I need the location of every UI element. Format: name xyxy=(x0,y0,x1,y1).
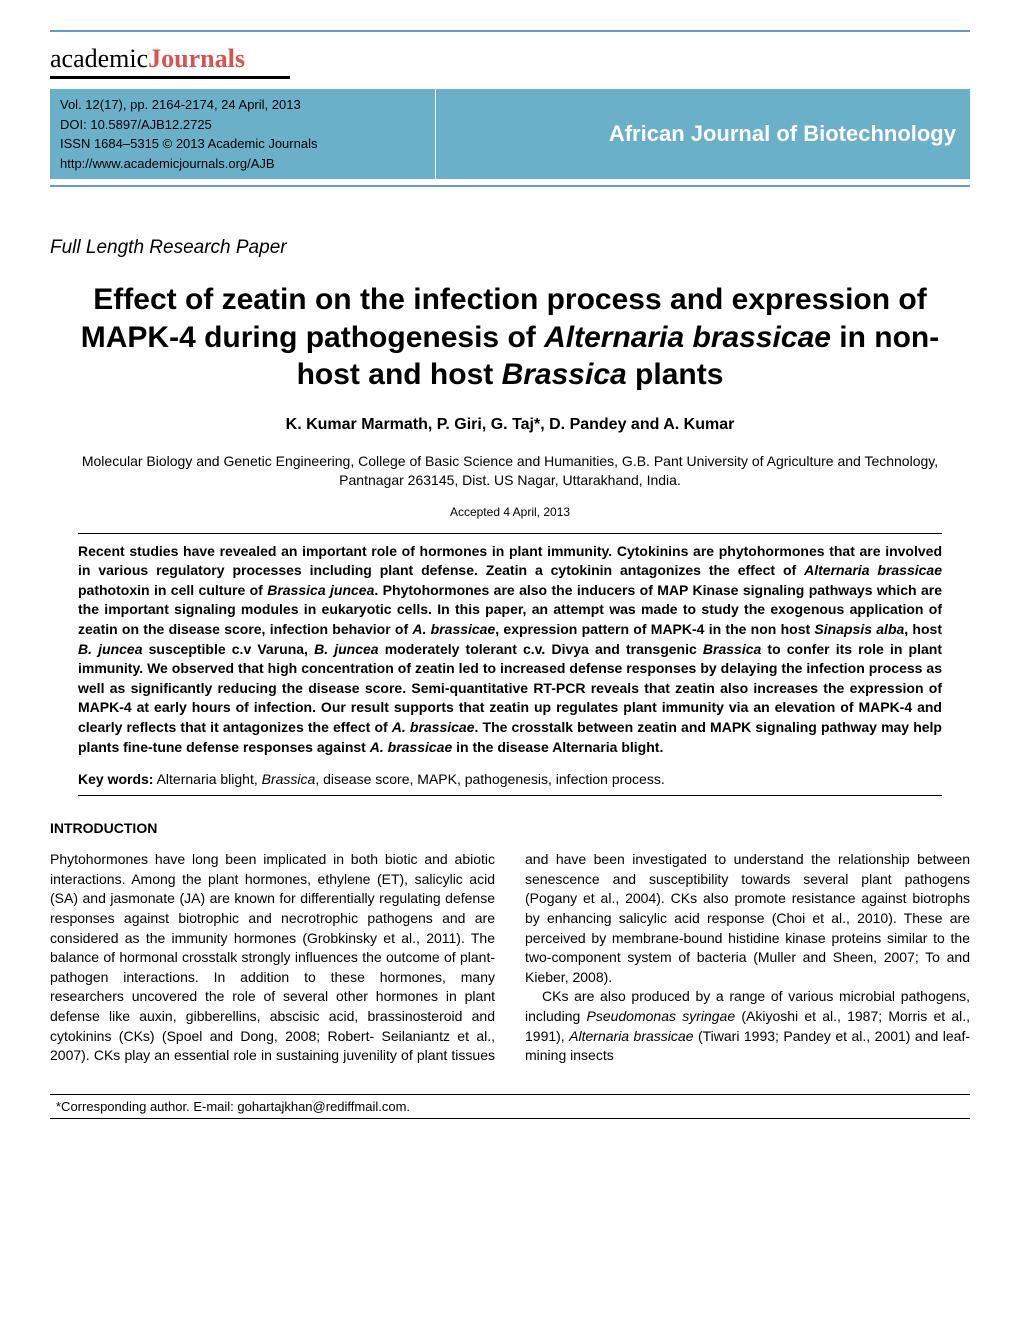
abstract-rule-top xyxy=(78,533,942,534)
paper-title: Effect of zeatin on the infection proces… xyxy=(50,281,970,394)
corresponding-author-footer: *Corresponding author. E-mail: gohartajk… xyxy=(50,1094,970,1119)
abstract-rule-bottom xyxy=(78,795,942,796)
issn-line: ISSN 1684–5315 © 2013 Academic Journals xyxy=(60,134,425,154)
top-rule xyxy=(50,30,970,32)
logo-part1: academic xyxy=(50,44,148,73)
header-bottom-rule xyxy=(50,185,970,187)
introduction-text: Phytohormones have long been implicated … xyxy=(50,850,970,1066)
introduction-heading: INTRODUCTION xyxy=(50,820,970,836)
volume-line: Vol. 12(17), pp. 2164-2174, 24 April, 20… xyxy=(60,95,425,115)
affiliation: Molecular Biology and Genetic Engineerin… xyxy=(50,452,970,491)
header-meta: Vol. 12(17), pp. 2164-2174, 24 April, 20… xyxy=(50,89,436,179)
keywords-text: Alternaria blight, Brassica, disease sco… xyxy=(153,771,664,787)
header-bar: Vol. 12(17), pp. 2164-2174, 24 April, 20… xyxy=(50,89,970,179)
paper-type: Full Length Research Paper xyxy=(50,237,970,259)
accepted-date: Accepted 4 April, 2013 xyxy=(50,505,970,519)
abstract-block: Recent studies have revealed an importan… xyxy=(50,533,970,797)
doi-line: DOI: 10.5897/AJB12.2725 xyxy=(60,115,425,135)
abstract-text: Recent studies have revealed an importan… xyxy=(78,542,942,758)
authors: K. Kumar Marmath, P. Giri, G. Taj*, D. P… xyxy=(50,416,970,434)
introduction-body: Phytohormones have long been implicated … xyxy=(50,850,970,1066)
publisher-logo: academicJournals xyxy=(50,44,970,79)
journal-name: African Journal of Biotechnology xyxy=(436,89,970,179)
keywords-label: Key words: xyxy=(78,771,153,787)
url-line: http://www.academicjournals.org/AJB xyxy=(60,154,425,174)
logo-part2: Journals xyxy=(148,44,245,73)
logo-underline xyxy=(50,76,290,79)
keywords: Key words: Alternaria blight, Brassica, … xyxy=(78,771,942,787)
